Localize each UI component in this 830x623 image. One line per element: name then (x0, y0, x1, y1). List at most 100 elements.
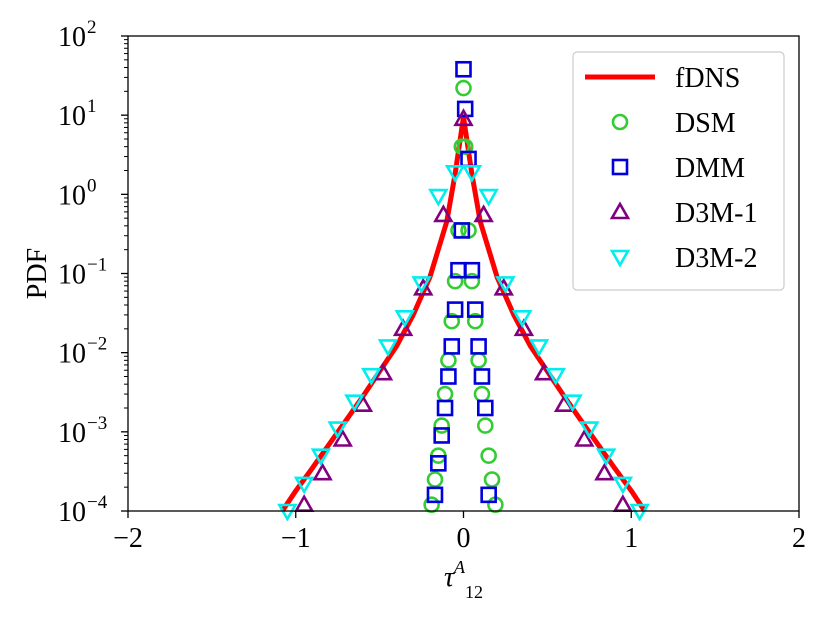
y-tick-exponent: −3 (87, 413, 107, 434)
data-point-d3m-2 (495, 276, 516, 295)
y-tick-label: 10 (58, 260, 86, 291)
data-point-dmm (436, 399, 454, 417)
x-axis-label-superscript: A (453, 557, 466, 577)
data-point-d3m-2 (327, 421, 348, 440)
x-axis-label-subscript: 12 (465, 582, 483, 602)
x-tick-label: 1 (624, 523, 638, 554)
legend-marker-dsm (611, 113, 629, 131)
y-tick-label: 10 (58, 180, 86, 211)
data-point-dmm (477, 399, 494, 417)
y-tick-exponent: 1 (87, 96, 97, 117)
data-point-dsm (455, 79, 472, 97)
data-point-dmm (446, 301, 464, 318)
x-tick-label: −1 (281, 523, 311, 554)
y-tick-exponent: −2 (87, 334, 107, 355)
data-point-d3m-2 (595, 448, 617, 467)
x-axis-label-symbol: τ (444, 562, 455, 593)
legend-box (572, 51, 785, 291)
data-point-dmm (473, 368, 491, 385)
data-point-dsm (466, 312, 484, 330)
y-tick-label: 10 (58, 418, 86, 449)
data-point-dsm (426, 471, 444, 488)
data-point-d3m-1 (533, 362, 555, 381)
data-point-dsm (473, 385, 491, 403)
data-point-d3m-2 (612, 476, 634, 495)
data-point-dmm (433, 427, 450, 444)
data-point-d3m-2 (377, 339, 399, 358)
data-point-dsm (440, 352, 457, 369)
data-point-dsm (446, 272, 464, 290)
data-point-d3m-2 (461, 164, 483, 183)
data-point-dsm (443, 312, 461, 330)
data-point-d3m-1 (594, 462, 615, 481)
legend-marker-d3m-2 (609, 249, 631, 268)
x-axis-label: τA 12 (444, 557, 483, 602)
y-tick-exponent: 2 (87, 17, 97, 38)
legend-marker-d3m-1 (609, 201, 631, 220)
data-layer (277, 60, 650, 521)
legend-marker-dmm (611, 158, 629, 176)
data-point-d3m-2 (545, 367, 567, 386)
data-point-dmm (426, 486, 444, 504)
data-point-d3m-1 (473, 204, 494, 223)
y-tick-exponent: 0 (87, 175, 97, 196)
data-point-dsm (433, 417, 450, 434)
data-point-d3m-2 (478, 188, 499, 207)
data-point-d3m-2 (411, 276, 432, 295)
x-tick-label: 0 (457, 523, 471, 554)
data-point-d3m-2 (629, 503, 650, 521)
x-tick-label: 2 (792, 523, 806, 554)
y-tick-exponent: −1 (87, 255, 107, 276)
data-point-d3m-2 (444, 164, 466, 183)
data-point-dmm (466, 301, 484, 318)
data-point-dsm (480, 447, 497, 464)
data-point-dsm (436, 385, 454, 403)
y-tick-label: 10 (58, 497, 86, 528)
x-tick-label: −2 (113, 523, 143, 554)
y-tick-exponent: −4 (87, 492, 108, 513)
data-point-d3m-2 (344, 394, 365, 413)
data-point-d3m-1 (392, 318, 414, 337)
data-point-dsm (456, 138, 474, 155)
data-point-d3m-1 (453, 108, 474, 127)
data-point-dmm (453, 222, 471, 239)
legend-label: DMM (675, 153, 745, 184)
legend-label: D3M-2 (675, 243, 757, 274)
data-point-d3m-1 (293, 494, 315, 513)
data-point-d3m-1 (433, 204, 454, 223)
data-point-d3m-1 (513, 318, 535, 337)
data-point-d3m-2 (579, 421, 600, 440)
data-point-d3m-2 (528, 339, 550, 358)
data-point-dmm (455, 60, 472, 78)
data-point-d3m-2 (562, 394, 583, 413)
data-point-d3m-1 (312, 462, 333, 481)
data-point-dsm (423, 496, 440, 514)
data-point-d3m-2 (360, 367, 382, 386)
data-point-dmm (470, 338, 487, 355)
y-tick-label: 10 (58, 22, 86, 53)
y-tick-label: 10 (58, 101, 86, 132)
legend-label: DSM (675, 108, 736, 139)
legend-label: D3M-1 (675, 198, 757, 229)
data-point-dsm (463, 272, 481, 290)
data-point-dsm (477, 417, 494, 434)
y-axis-label: PDF (22, 248, 53, 299)
legend: fDNS DSM DMM D3M-1 D3M-2 (572, 51, 785, 291)
data-point-dmm (430, 455, 447, 472)
data-point-dsm (483, 471, 501, 488)
data-point-d3m-1 (574, 428, 595, 447)
data-point-dmm (463, 261, 481, 279)
data-point-d3m-2 (428, 188, 449, 207)
legend-label: fDNS (675, 63, 740, 94)
data-point-dmm (440, 368, 457, 385)
data-point-d3m-2 (277, 503, 298, 521)
data-point-d3m-2 (511, 309, 533, 328)
data-point-dmm (480, 486, 497, 504)
data-point-d3m-2 (293, 476, 315, 495)
y-tick-label: 10 (58, 339, 86, 370)
data-point-dsm (470, 352, 487, 369)
data-point-d3m-2 (310, 448, 332, 467)
data-point-d3m-2 (394, 309, 416, 328)
